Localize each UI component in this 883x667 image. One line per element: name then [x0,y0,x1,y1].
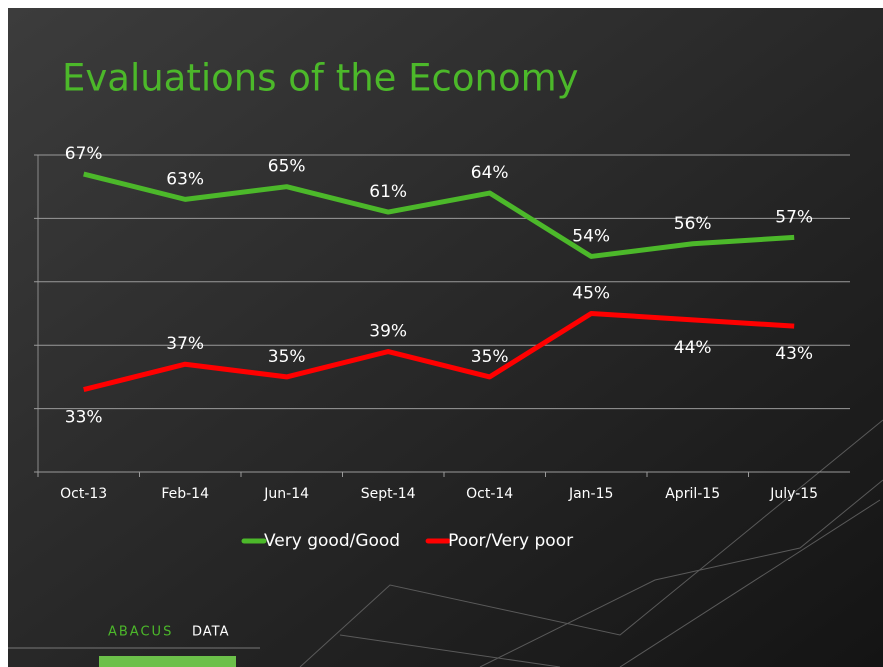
data-label: 65% [268,157,306,177]
data-label: 43% [775,344,813,364]
data-label: 57% [775,207,813,227]
x-tick-label: July-15 [769,486,818,502]
data-label: 45% [572,284,610,304]
plot: Oct-13 Feb-14 Jun-14 Sept-14 Oct-14 Jan-15 Apr… [34,144,850,551]
data-label: 39% [369,322,407,342]
data-label: 33% [65,408,103,428]
decor-lines [299,419,883,667]
legend-label: Very good/Good [264,531,400,551]
data-label: 63% [166,169,204,189]
series-line [83,311,795,393]
x-tick-label: Jan-15 [568,486,613,502]
data-label: 37% [166,334,204,354]
series-line [83,171,795,259]
x-tick-label: April-15 [665,486,720,502]
data-label: 35% [268,347,306,367]
data-label: 35% [471,347,509,367]
x-tick-label: Sept-14 [361,486,416,502]
legend-label: Poor/Very poor [448,531,573,551]
data-label: 64% [471,163,509,183]
x-tick-label: Oct-14 [466,486,513,502]
x-tick-label: Oct-13 [60,486,107,502]
logo-suffix: DATA [192,625,230,640]
x-tick-label: Jun-14 [263,486,309,502]
x-tick-label: Feb-14 [161,486,209,502]
data-label: 67% [65,144,103,164]
data-label: 61% [369,182,407,202]
data-label: 56% [674,214,712,234]
logo-brand: ABACUS [108,625,173,640]
logo-bar [99,656,236,667]
background [8,8,883,667]
data-label: 54% [572,226,610,246]
chart-title: Evaluations of the Economy [62,57,579,100]
data-label: 44% [674,338,712,358]
